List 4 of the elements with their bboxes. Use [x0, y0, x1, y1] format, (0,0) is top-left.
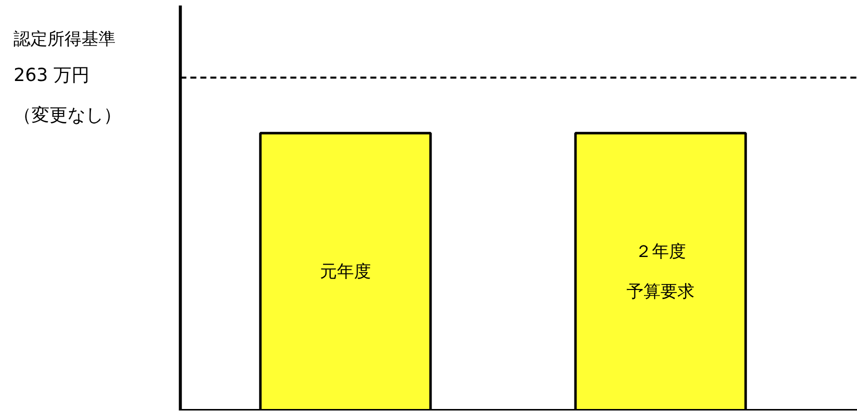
x-tick-label: ２年度予算要求	[626, 242, 695, 302]
text: 認定所得基準	[14, 30, 116, 50]
ref-line-label: 263 万円（変更なし）	[14, 65, 122, 126]
x-tick-label: 元年度	[320, 262, 371, 282]
